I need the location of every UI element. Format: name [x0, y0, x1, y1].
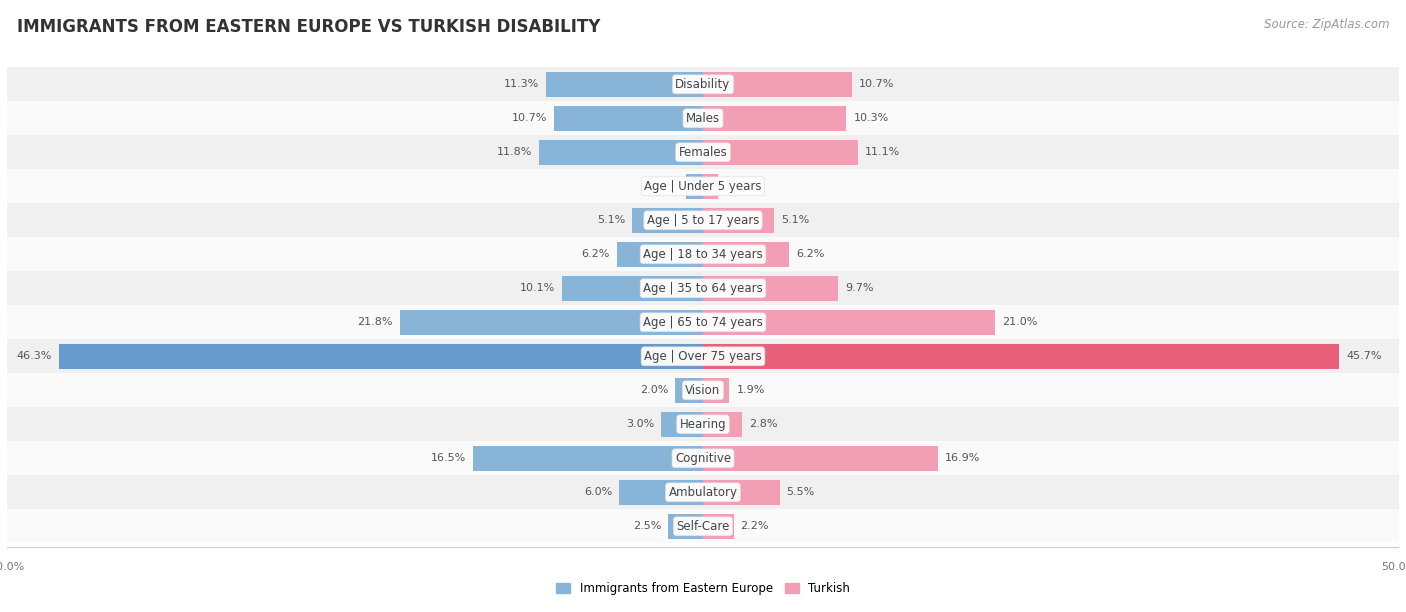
- Text: IMMIGRANTS FROM EASTERN EUROPE VS TURKISH DISABILITY: IMMIGRANTS FROM EASTERN EUROPE VS TURKIS…: [17, 18, 600, 36]
- Text: Age | 5 to 17 years: Age | 5 to 17 years: [647, 214, 759, 227]
- Bar: [7, 135, 1399, 170]
- Text: 2.0%: 2.0%: [640, 386, 668, 395]
- Bar: [703, 140, 858, 165]
- Bar: [703, 412, 742, 436]
- Text: 1.1%: 1.1%: [725, 181, 754, 192]
- Text: 6.2%: 6.2%: [581, 249, 610, 259]
- Bar: [686, 174, 703, 198]
- Text: 2.2%: 2.2%: [741, 521, 769, 531]
- Bar: [7, 408, 1399, 441]
- Bar: [7, 237, 1399, 271]
- Bar: [59, 344, 703, 368]
- Bar: [703, 106, 846, 130]
- Text: 10.1%: 10.1%: [520, 283, 555, 293]
- Text: Source: ZipAtlas.com: Source: ZipAtlas.com: [1264, 18, 1389, 31]
- Text: 3.0%: 3.0%: [626, 419, 654, 430]
- Bar: [546, 72, 703, 97]
- Text: 9.7%: 9.7%: [845, 283, 873, 293]
- Text: Age | 18 to 34 years: Age | 18 to 34 years: [643, 248, 763, 261]
- Bar: [661, 412, 703, 436]
- Bar: [538, 140, 703, 165]
- Text: 2.8%: 2.8%: [749, 419, 778, 430]
- Text: 10.7%: 10.7%: [512, 113, 547, 124]
- Bar: [675, 378, 703, 403]
- Bar: [703, 208, 773, 233]
- Text: 2.5%: 2.5%: [633, 521, 661, 531]
- Text: Males: Males: [686, 112, 720, 125]
- Text: Disability: Disability: [675, 78, 731, 91]
- Bar: [703, 72, 852, 97]
- Text: 6.2%: 6.2%: [796, 249, 825, 259]
- Bar: [668, 514, 703, 539]
- Bar: [7, 67, 1399, 102]
- Text: Age | 65 to 74 years: Age | 65 to 74 years: [643, 316, 763, 329]
- Text: Age | 35 to 64 years: Age | 35 to 64 years: [643, 282, 763, 295]
- Text: 11.3%: 11.3%: [503, 80, 538, 89]
- Legend: Immigrants from Eastern Europe, Turkish: Immigrants from Eastern Europe, Turkish: [551, 578, 855, 600]
- Bar: [7, 203, 1399, 237]
- Text: 16.5%: 16.5%: [432, 453, 467, 463]
- Bar: [617, 242, 703, 267]
- Text: 6.0%: 6.0%: [585, 487, 613, 498]
- Bar: [703, 276, 838, 300]
- Bar: [703, 242, 789, 267]
- Text: Self-Care: Self-Care: [676, 520, 730, 533]
- Bar: [703, 344, 1339, 368]
- Text: 5.1%: 5.1%: [596, 215, 626, 225]
- Text: 11.8%: 11.8%: [496, 147, 531, 157]
- Bar: [7, 373, 1399, 408]
- Text: 10.7%: 10.7%: [859, 80, 894, 89]
- Bar: [474, 446, 703, 471]
- Bar: [703, 514, 734, 539]
- Text: 16.9%: 16.9%: [945, 453, 980, 463]
- Bar: [399, 310, 703, 335]
- Text: 21.8%: 21.8%: [357, 317, 392, 327]
- Bar: [7, 170, 1399, 203]
- Bar: [703, 378, 730, 403]
- Text: 1.2%: 1.2%: [651, 181, 679, 192]
- Text: 5.5%: 5.5%: [786, 487, 814, 498]
- Bar: [7, 339, 1399, 373]
- Text: Age | Under 5 years: Age | Under 5 years: [644, 180, 762, 193]
- Bar: [7, 441, 1399, 476]
- Text: Ambulatory: Ambulatory: [668, 486, 738, 499]
- Bar: [703, 480, 779, 504]
- Text: Females: Females: [679, 146, 727, 159]
- Bar: [703, 174, 718, 198]
- Text: 46.3%: 46.3%: [17, 351, 52, 361]
- Bar: [7, 102, 1399, 135]
- Text: 11.1%: 11.1%: [865, 147, 900, 157]
- Text: 21.0%: 21.0%: [1002, 317, 1038, 327]
- Text: 1.9%: 1.9%: [737, 386, 765, 395]
- Bar: [7, 305, 1399, 339]
- Bar: [633, 208, 703, 233]
- Bar: [703, 446, 938, 471]
- Bar: [703, 310, 995, 335]
- Text: Hearing: Hearing: [679, 418, 727, 431]
- Text: Cognitive: Cognitive: [675, 452, 731, 465]
- Text: Vision: Vision: [685, 384, 721, 397]
- Text: 10.3%: 10.3%: [853, 113, 889, 124]
- Bar: [554, 106, 703, 130]
- Bar: [7, 271, 1399, 305]
- Bar: [620, 480, 703, 504]
- Bar: [562, 276, 703, 300]
- Text: 5.1%: 5.1%: [780, 215, 810, 225]
- Text: Age | Over 75 years: Age | Over 75 years: [644, 350, 762, 363]
- Bar: [7, 476, 1399, 509]
- Text: 45.7%: 45.7%: [1346, 351, 1382, 361]
- Bar: [7, 509, 1399, 543]
